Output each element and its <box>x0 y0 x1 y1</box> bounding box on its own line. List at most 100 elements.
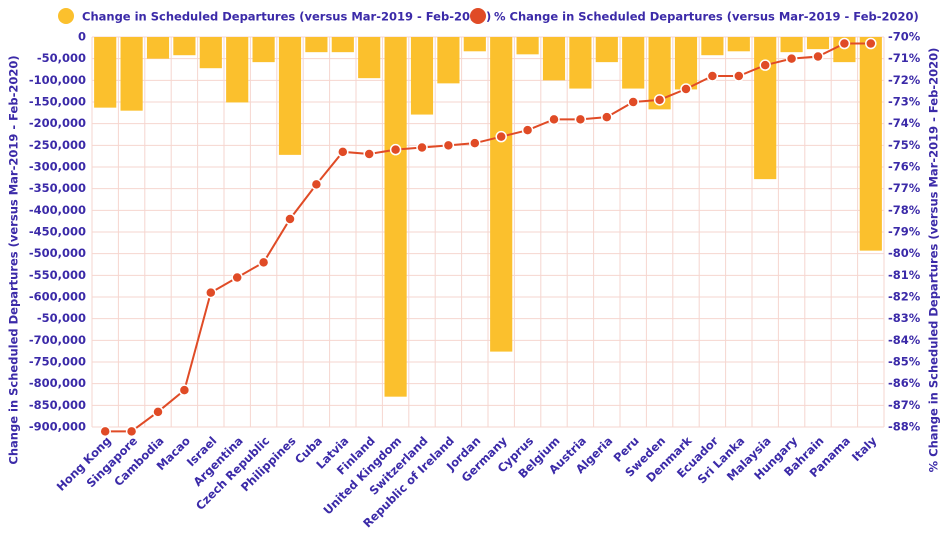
bar <box>226 37 249 103</box>
line-point <box>389 143 402 156</box>
y2-tick-label: -73% <box>888 95 921 109</box>
y-tick-label: -600,000 <box>29 290 86 304</box>
bar <box>278 37 302 155</box>
y-tick-label: -850,000 <box>29 398 86 412</box>
line-point <box>152 406 164 418</box>
line-point <box>785 52 798 65</box>
bar <box>252 37 275 63</box>
y-tick-label: -100,000 <box>29 73 86 87</box>
y2-tick-label: -87% <box>888 398 921 412</box>
legend-marker <box>470 8 486 24</box>
bar <box>199 37 222 69</box>
bar <box>305 37 328 53</box>
line-point <box>627 96 639 108</box>
line-point <box>838 37 851 50</box>
bar <box>701 37 724 56</box>
y-tick-label: -550,000 <box>29 268 86 282</box>
bar <box>542 37 566 81</box>
line-point <box>680 83 692 95</box>
y2-tick-label: -70% <box>888 30 921 44</box>
line-point <box>469 137 481 149</box>
y2-tick-label: -77% <box>888 181 921 195</box>
y2-tick-label: -75% <box>888 138 921 152</box>
bar <box>727 37 750 52</box>
y2-tick-label: -82% <box>888 290 921 304</box>
line-point <box>812 50 824 63</box>
line-point <box>601 111 613 123</box>
bar <box>173 37 196 56</box>
y-tick-label: -300,000 <box>29 160 86 174</box>
bar <box>146 37 170 59</box>
bar <box>490 37 513 352</box>
y-tick-label: -750,000 <box>29 355 86 369</box>
y2-tick-label: -72% <box>888 73 921 87</box>
line-point <box>548 113 560 126</box>
y2-tick-label: -79% <box>888 225 921 239</box>
line-point <box>284 213 296 225</box>
bar <box>120 37 143 111</box>
line-point <box>865 37 877 50</box>
line-point <box>99 425 111 438</box>
bar <box>780 37 803 53</box>
line-point <box>337 146 349 158</box>
bar <box>516 37 539 55</box>
y2-tick-label: -81% <box>888 268 921 282</box>
bar <box>806 37 830 50</box>
line-point <box>416 141 428 154</box>
line-point <box>706 70 719 82</box>
y-tick-label: -800,000 <box>29 376 86 390</box>
y2-tick-label: -78% <box>888 203 921 217</box>
bar <box>569 37 592 89</box>
bar <box>94 37 117 108</box>
line-point <box>495 130 507 143</box>
y2-tick-label: -85% <box>888 355 921 369</box>
line-point <box>653 94 666 106</box>
y2-tick-label: -71% <box>888 51 921 65</box>
line-point <box>759 59 771 71</box>
y-tick-label: -500,000 <box>29 246 86 260</box>
bar <box>648 37 671 110</box>
y2-tick-label: -74% <box>888 116 921 130</box>
y2-tick-label: -80% <box>888 246 921 260</box>
bar <box>674 37 698 90</box>
bar <box>384 37 407 397</box>
bar <box>331 37 354 53</box>
bar <box>410 37 434 115</box>
y2-tick-label: -88% <box>888 420 921 434</box>
y-tick-label: -200,000 <box>29 116 86 130</box>
y-tick-label: -150,000 <box>29 95 86 109</box>
y-tick-label: -450,000 <box>29 225 86 239</box>
bar <box>358 37 381 79</box>
y2-tick-label: -84% <box>888 333 921 347</box>
line-point <box>363 148 375 160</box>
line-point <box>574 113 587 126</box>
line-point <box>125 425 138 438</box>
y-tick-label: 0 <box>78 30 86 44</box>
y2-axis-title: % Change in Scheduled Departures (versus… <box>927 48 941 473</box>
line-point <box>521 124 534 136</box>
y-tick-label: -250,000 <box>29 138 86 152</box>
line-point <box>178 384 191 396</box>
legend-marker <box>58 8 74 24</box>
y-tick-label: -700,000 <box>29 333 86 347</box>
y-tick-label: -900,000 <box>29 420 86 434</box>
legend-label: Change in Scheduled Departures (versus M… <box>82 10 491 24</box>
x-tick-label: Italy <box>849 433 880 464</box>
y-tick-label: -50,000 <box>37 311 86 325</box>
bar <box>595 37 618 63</box>
bar <box>463 37 486 52</box>
y-tick-label: -400,000 <box>29 203 86 217</box>
line-point <box>310 178 323 191</box>
y-tick-label: -50,000 <box>37 51 86 65</box>
bar <box>859 37 882 251</box>
y-tick-label: -350,000 <box>29 181 86 195</box>
line-point <box>442 139 455 152</box>
line-point <box>231 271 243 284</box>
y-axis-title: Change in Scheduled Departures (versus M… <box>7 55 21 464</box>
line-point <box>733 70 745 82</box>
bar <box>437 37 460 84</box>
line-point <box>257 256 270 269</box>
bar <box>622 37 645 89</box>
legend-label: % Change in Scheduled Departures (versus… <box>494 10 919 24</box>
